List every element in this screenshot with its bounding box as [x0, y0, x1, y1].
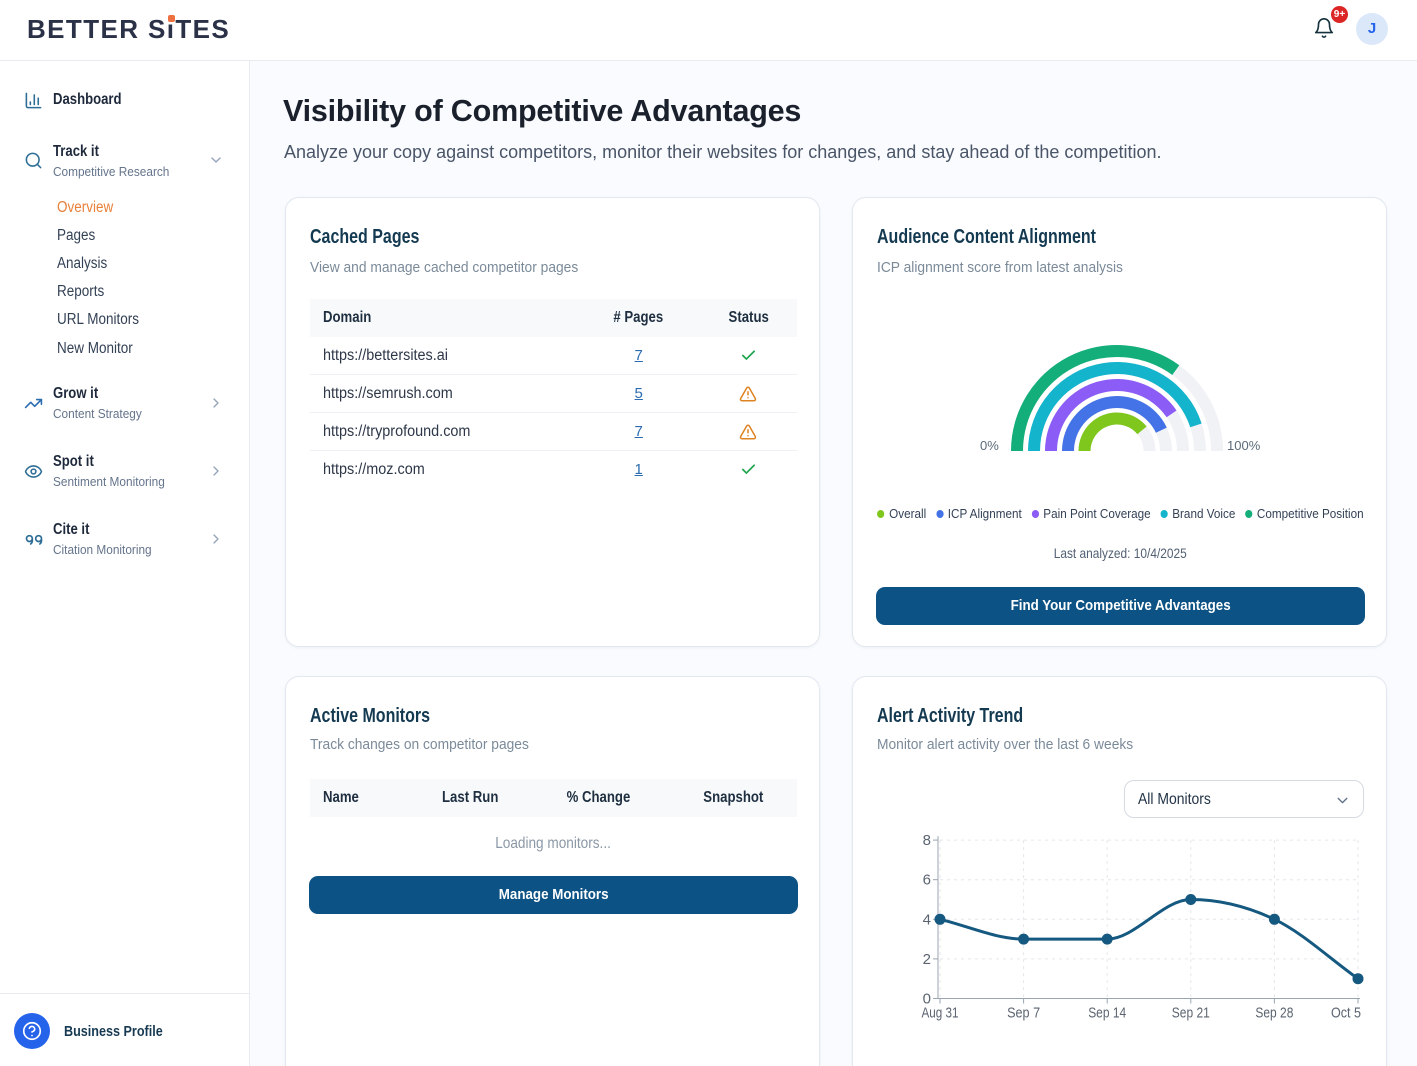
- svg-text:Sep 21: Sep 21: [1172, 1005, 1210, 1022]
- svg-text:2: 2: [923, 951, 931, 968]
- svg-text:6: 6: [923, 872, 931, 889]
- svg-text:Sep 28: Sep 28: [1255, 1005, 1293, 1022]
- svg-text:Sep 14: Sep 14: [1088, 1005, 1126, 1022]
- svg-text:0: 0: [923, 991, 931, 1008]
- svg-text:8: 8: [923, 832, 931, 849]
- svg-text:Aug 31: Aug 31: [922, 1005, 959, 1022]
- svg-text:Oct 5: Oct 5: [1331, 1005, 1361, 1022]
- svg-text:Sep 7: Sep 7: [1007, 1005, 1040, 1022]
- svg-text:4: 4: [923, 911, 931, 928]
